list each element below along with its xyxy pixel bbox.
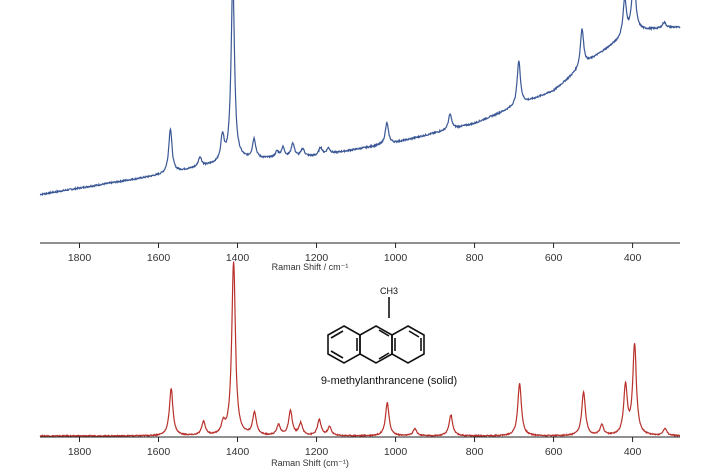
double-bond: [330, 350, 344, 359]
x-tick-label: 800: [466, 446, 484, 458]
bottom-spectrum-plot: 1800 1600 1400 1200 1000 800 600 400 Raman Shif…: [39, 261, 681, 468]
bottom-spectrum-line: [39, 261, 681, 438]
x-tick-label: 1000: [384, 446, 408, 458]
double-bond: [330, 330, 344, 339]
x-tick-label: 1400: [226, 446, 250, 458]
x-tick-label: 400: [624, 252, 642, 264]
x-tick-label: 1600: [147, 446, 171, 458]
x-tick-label: 1200: [305, 446, 329, 458]
x-tick-label: 600: [545, 252, 563, 264]
x-tick-label: 1200: [305, 252, 329, 264]
double-bond: [408, 330, 420, 338]
double-bond: [378, 329, 390, 337]
bottom-x-axis-title: Raman Shift (cm⁻¹): [271, 458, 349, 468]
molecule-label: 9-methylanthrancene (solid): [321, 375, 457, 387]
molecule-structure: [327, 297, 425, 364]
x-tick-label: 1800: [68, 252, 92, 264]
x-tick-label: 1400: [226, 252, 250, 264]
bottom-x-ticks: 1800 1600 1400 1200 1000 800 600 400: [68, 437, 642, 458]
x-tick-label: 800: [466, 252, 484, 264]
middle-ring: [359, 325, 393, 364]
x-tick-label: 1600: [147, 252, 171, 264]
top-spectrum-line: [39, 0, 681, 197]
left-ring: [327, 325, 361, 364]
x-tick-label: 600: [545, 446, 563, 458]
double-bond: [378, 352, 390, 360]
right-ring: [391, 325, 425, 364]
x-tick-label: 1000: [384, 252, 408, 264]
top-spectrum-plot: 1800 1600 1400 1200 1000 800 600 400 Raman Shif…: [39, 0, 681, 272]
top-x-axis-title: Raman Shift / cm⁻¹: [272, 262, 349, 272]
x-tick-label: 400: [624, 446, 642, 458]
methyl-label: CH3: [380, 286, 398, 296]
x-tick-label: 1800: [68, 446, 92, 458]
top-x-ticks: 1800 1600 1400 1200 1000 800 600 400: [68, 243, 642, 264]
